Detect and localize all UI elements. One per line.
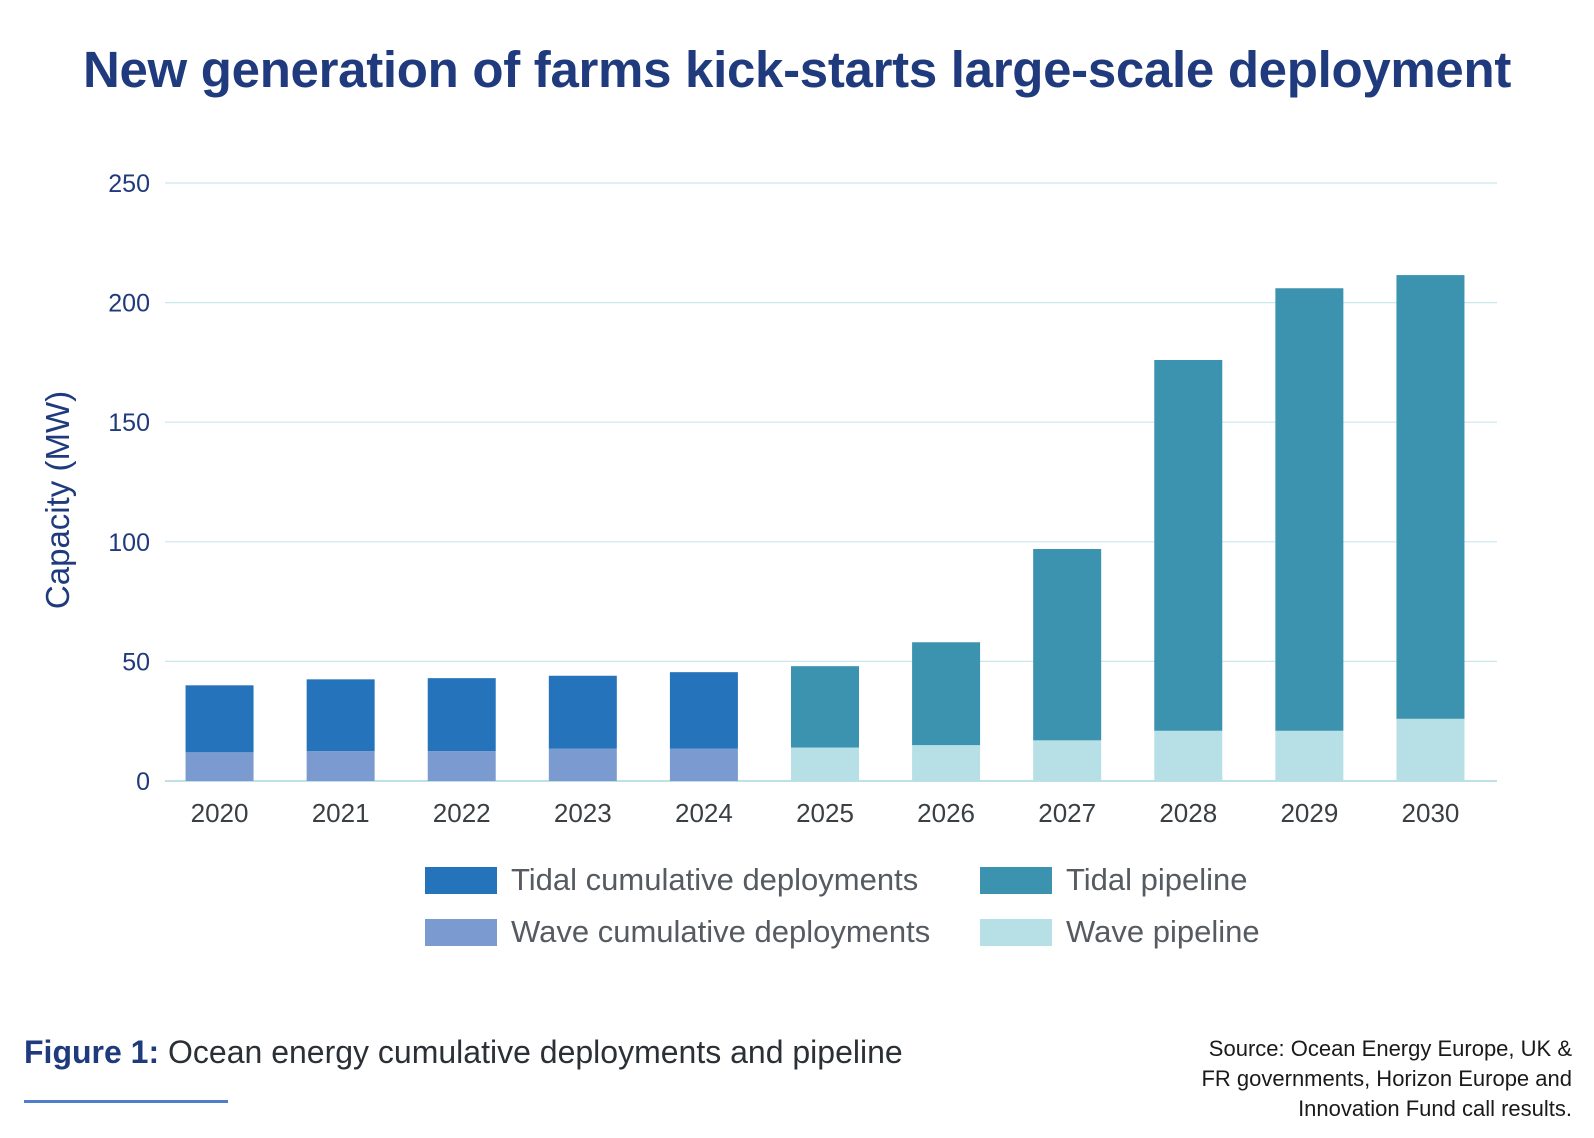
x-tick-label: 2023 — [554, 798, 612, 828]
y-tick-label: 0 — [136, 768, 150, 796]
bar-segment — [548, 748, 617, 781]
source-line: FR governments, Horizon Europe and — [1201, 1066, 1572, 1091]
x-tick-label: 2021 — [312, 798, 370, 828]
x-tick-label: 2027 — [1038, 798, 1096, 828]
legend-label: Tidal cumulative deployments — [511, 862, 919, 897]
legend-swatch — [425, 866, 497, 894]
bar-segment — [1154, 360, 1223, 731]
bar-segment — [669, 672, 738, 749]
source-line: Innovation Fund call results. — [1298, 1096, 1572, 1121]
legend-item-wave-cumulative: Wave cumulative deployments — [425, 914, 931, 949]
bar-segment — [1275, 730, 1344, 781]
bar-segment — [306, 679, 375, 752]
x-tick-label: 2020 — [191, 798, 249, 828]
bar-segment — [185, 685, 254, 753]
figure-caption-lead: Figure 1: — [24, 1034, 160, 1070]
bar-segment — [1033, 548, 1102, 741]
legend-label: Wave cumulative deployments — [511, 914, 931, 949]
x-tick-label: 2030 — [1402, 798, 1460, 828]
figure-caption-text: Ocean energy cumulative deployments and … — [159, 1034, 903, 1070]
bars — [185, 275, 1465, 781]
bar-segment — [427, 678, 496, 752]
x-tick-label: 2029 — [1280, 798, 1338, 828]
legend-label: Tidal pipeline — [1066, 862, 1248, 897]
legend-swatch — [425, 918, 497, 946]
bar-segment — [912, 642, 981, 746]
x-tick-label: 2028 — [1159, 798, 1217, 828]
x-tick-label: 2024 — [675, 798, 733, 828]
y-tick-label: 200 — [108, 290, 150, 318]
bar-segment — [912, 745, 981, 781]
bar-segment — [791, 666, 859, 748]
bar-segment — [1275, 288, 1344, 731]
bar-segment — [1396, 718, 1465, 781]
x-tick-label: 2022 — [433, 798, 491, 828]
y-tick-label: 250 — [108, 170, 150, 198]
y-tick-label: 100 — [108, 529, 150, 557]
y-axis-label: Capacity (MW) — [39, 391, 76, 609]
y-tick-label: 50 — [122, 648, 150, 676]
y-tick-labels: 0 50 100 150 200 250 — [108, 170, 150, 796]
legend-item-wave-pipeline: Wave pipeline — [980, 914, 1260, 949]
bar-segment — [669, 748, 738, 781]
bar-segment — [1033, 740, 1102, 781]
x-tick-label: 2026 — [917, 798, 975, 828]
bar-segment — [185, 752, 254, 781]
legend-item-tidal-cumulative: Tidal cumulative deployments — [425, 862, 919, 897]
bar-segment — [427, 751, 496, 781]
bar-segment — [306, 751, 375, 781]
bar-segment — [791, 747, 859, 781]
bar-segment — [548, 675, 617, 749]
x-tick-label: 2025 — [796, 798, 854, 828]
source-line: Source: Ocean Energy Europe, UK & — [1208, 1036, 1572, 1061]
chart-plot: 0 50 100 150 200 250 2020 2021 2022 2023 2024 2025… — [39, 170, 1497, 828]
y-tick-label: 150 — [108, 409, 150, 437]
figure-caption: Figure 1: Ocean energy cumulative deploy… — [24, 1034, 903, 1071]
source-note: Source: Ocean Energy Europe, UK & FR gov… — [1072, 1034, 1572, 1124]
gridlines — [165, 182, 1497, 782]
x-tick-labels: 2020 2021 2022 2023 2024 2025 2026 2027 2028 2029… — [191, 798, 1460, 828]
legend-swatch — [980, 866, 1052, 894]
legend-swatch — [980, 918, 1052, 946]
legend-item-tidal-pipeline: Tidal pipeline — [980, 862, 1248, 897]
bar-segment — [1396, 275, 1465, 719]
bar-segment — [1154, 730, 1223, 781]
caption-underline — [24, 1100, 228, 1103]
chart-title: New generation of farms kick-starts larg… — [82, 41, 1512, 98]
legend-label: Wave pipeline — [1066, 914, 1260, 949]
